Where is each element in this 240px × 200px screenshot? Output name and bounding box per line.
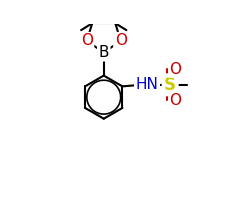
Text: HN: HN <box>136 77 158 92</box>
Text: O: O <box>115 33 127 48</box>
Text: O: O <box>169 93 181 108</box>
Text: O: O <box>81 33 93 48</box>
Text: B: B <box>98 45 109 60</box>
Text: O: O <box>169 62 181 77</box>
Text: S: S <box>164 76 176 94</box>
